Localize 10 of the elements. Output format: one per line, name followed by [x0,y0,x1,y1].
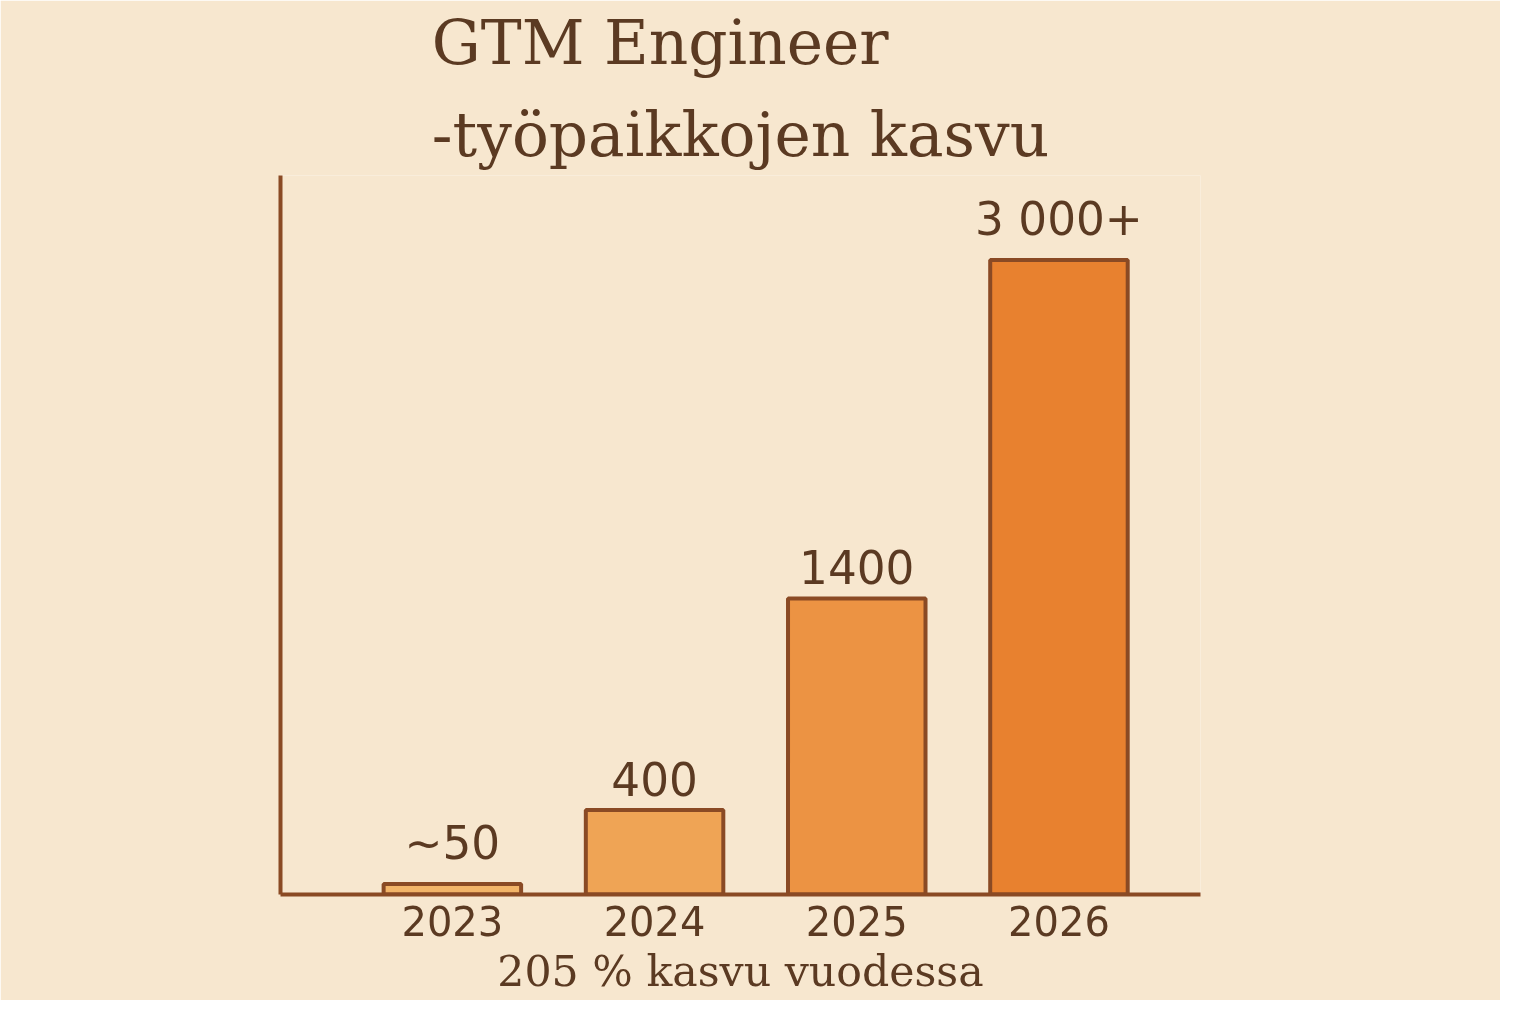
x-tick-label: 2025 [805,898,908,945]
data-label: 3 000+ [975,193,1143,247]
text: 205 % kasvu vuodessa [497,945,984,996]
data-label: 1400 [799,542,915,596]
x-tick-label: 2023 [401,898,504,945]
x-tick-label: 2024 [603,898,706,945]
data-label: 400 [611,753,698,807]
chart-title: GTM Engineer -työpaikkojen kasvu [431,7,1050,171]
data-label: ~50 [404,816,501,870]
x-tick-label: 2026 [1008,898,1110,945]
